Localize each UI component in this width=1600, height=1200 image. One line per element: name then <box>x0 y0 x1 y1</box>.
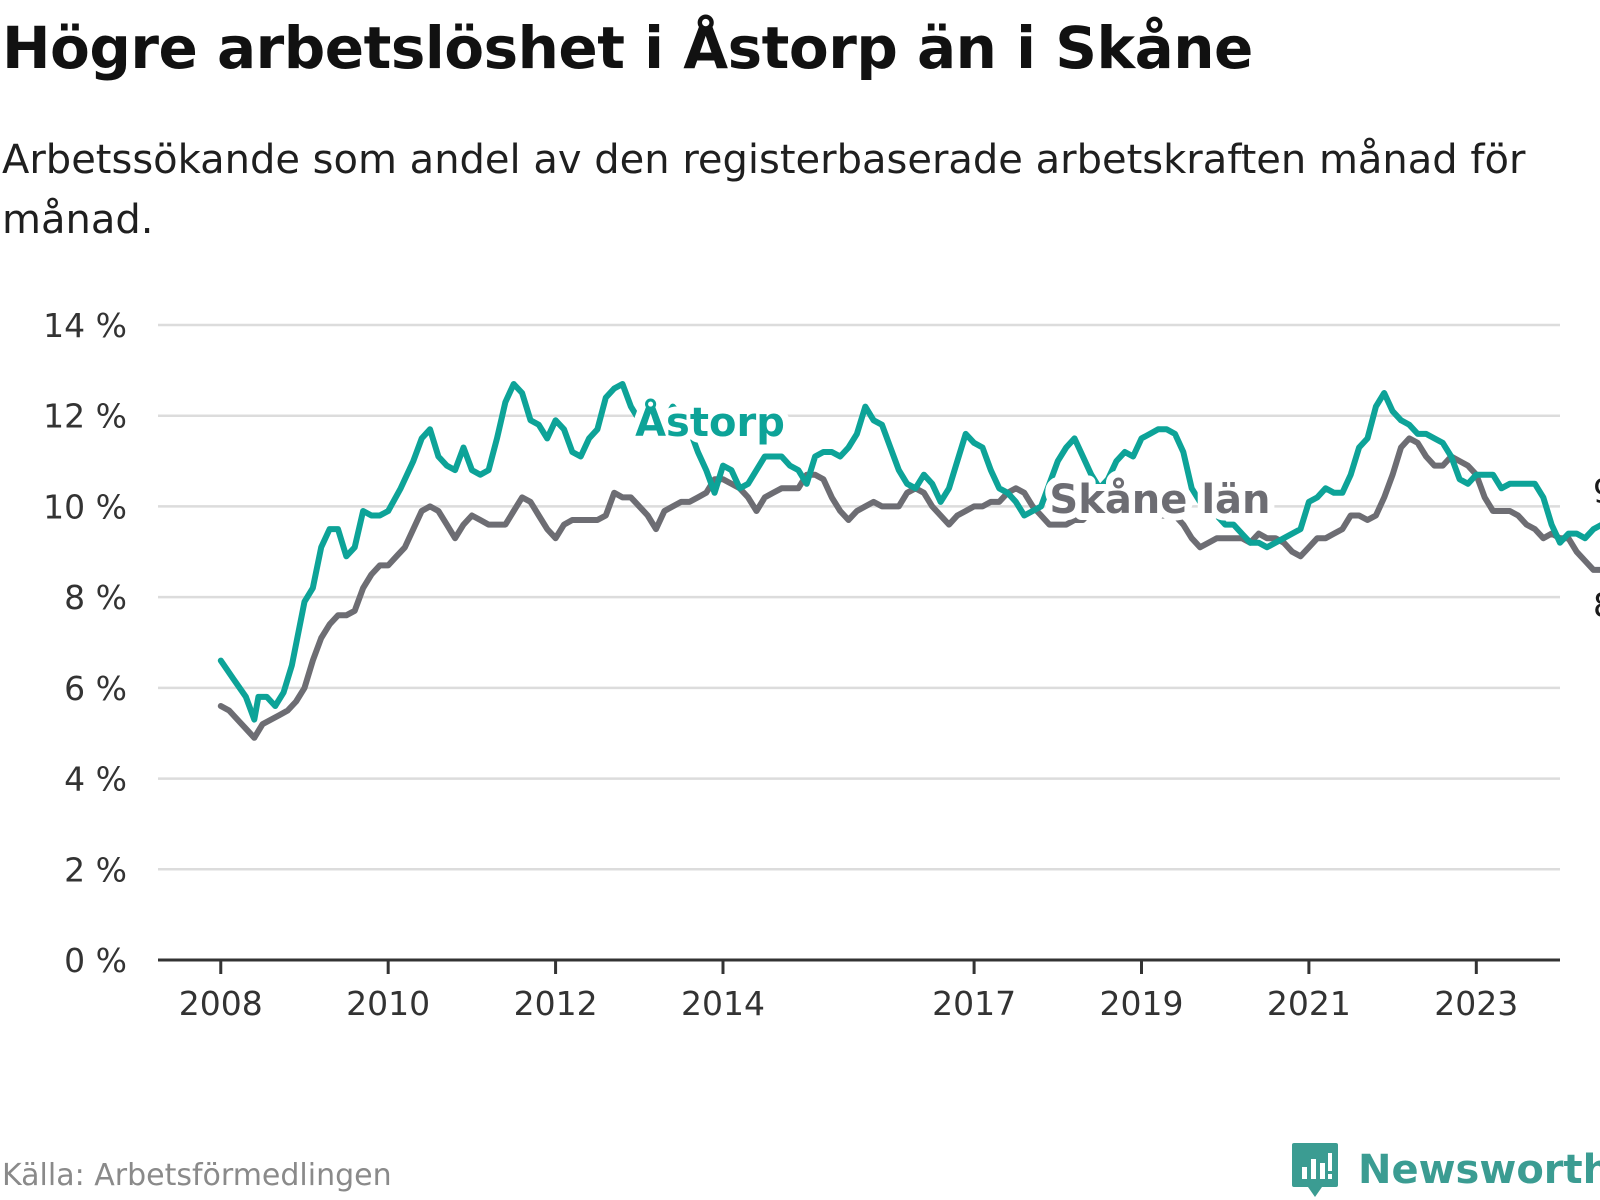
x-tick-label: 2023 <box>1434 984 1518 1023</box>
y-tick-label: 0 % <box>64 941 127 980</box>
y-tick-label: 2 % <box>64 850 127 889</box>
y-tick-label: 14 % <box>43 306 127 345</box>
x-tick-label: 2012 <box>514 984 598 1023</box>
end-label-skane: 8,5 % <box>1593 585 1600 624</box>
x-tick-label: 2008 <box>179 984 263 1023</box>
y-tick-label: 4 % <box>64 760 127 799</box>
y-tick-label: 10 % <box>43 487 127 526</box>
series-line-skane <box>217 435 1600 741</box>
chart-title: Högre arbetslöshet i Åstorp än i Skåne <box>2 14 1253 82</box>
end-label-astorp: 9,6 % <box>1593 472 1600 511</box>
series-line-astorp <box>217 381 1600 723</box>
x-tick-label: 2017 <box>932 984 1016 1023</box>
y-tick-label: 12 % <box>43 397 127 436</box>
y-tick-label: 8 % <box>64 578 127 617</box>
x-tick-label: 2021 <box>1267 984 1351 1023</box>
series-label-astorp: Åstorp <box>635 397 785 446</box>
x-tick-label: 2014 <box>681 984 765 1023</box>
series-label-skane: Skåne län <box>1049 476 1270 523</box>
y-tick-label: 6 % <box>64 669 127 708</box>
chart-subtitle: Arbetssökande som andel av den registerb… <box>2 137 1526 243</box>
brand-logo[interactable]: Newsworthy <box>1290 1140 1600 1200</box>
brand-name: Newsworthy <box>1358 1147 1600 1193</box>
newsworthy-logo-icon <box>1292 1143 1338 1197</box>
x-tick-label: 2010 <box>346 984 430 1023</box>
x-tick-label: 2019 <box>1100 984 1184 1023</box>
source-note: Källa: Arbetsförmedlingen <box>2 1158 392 1193</box>
